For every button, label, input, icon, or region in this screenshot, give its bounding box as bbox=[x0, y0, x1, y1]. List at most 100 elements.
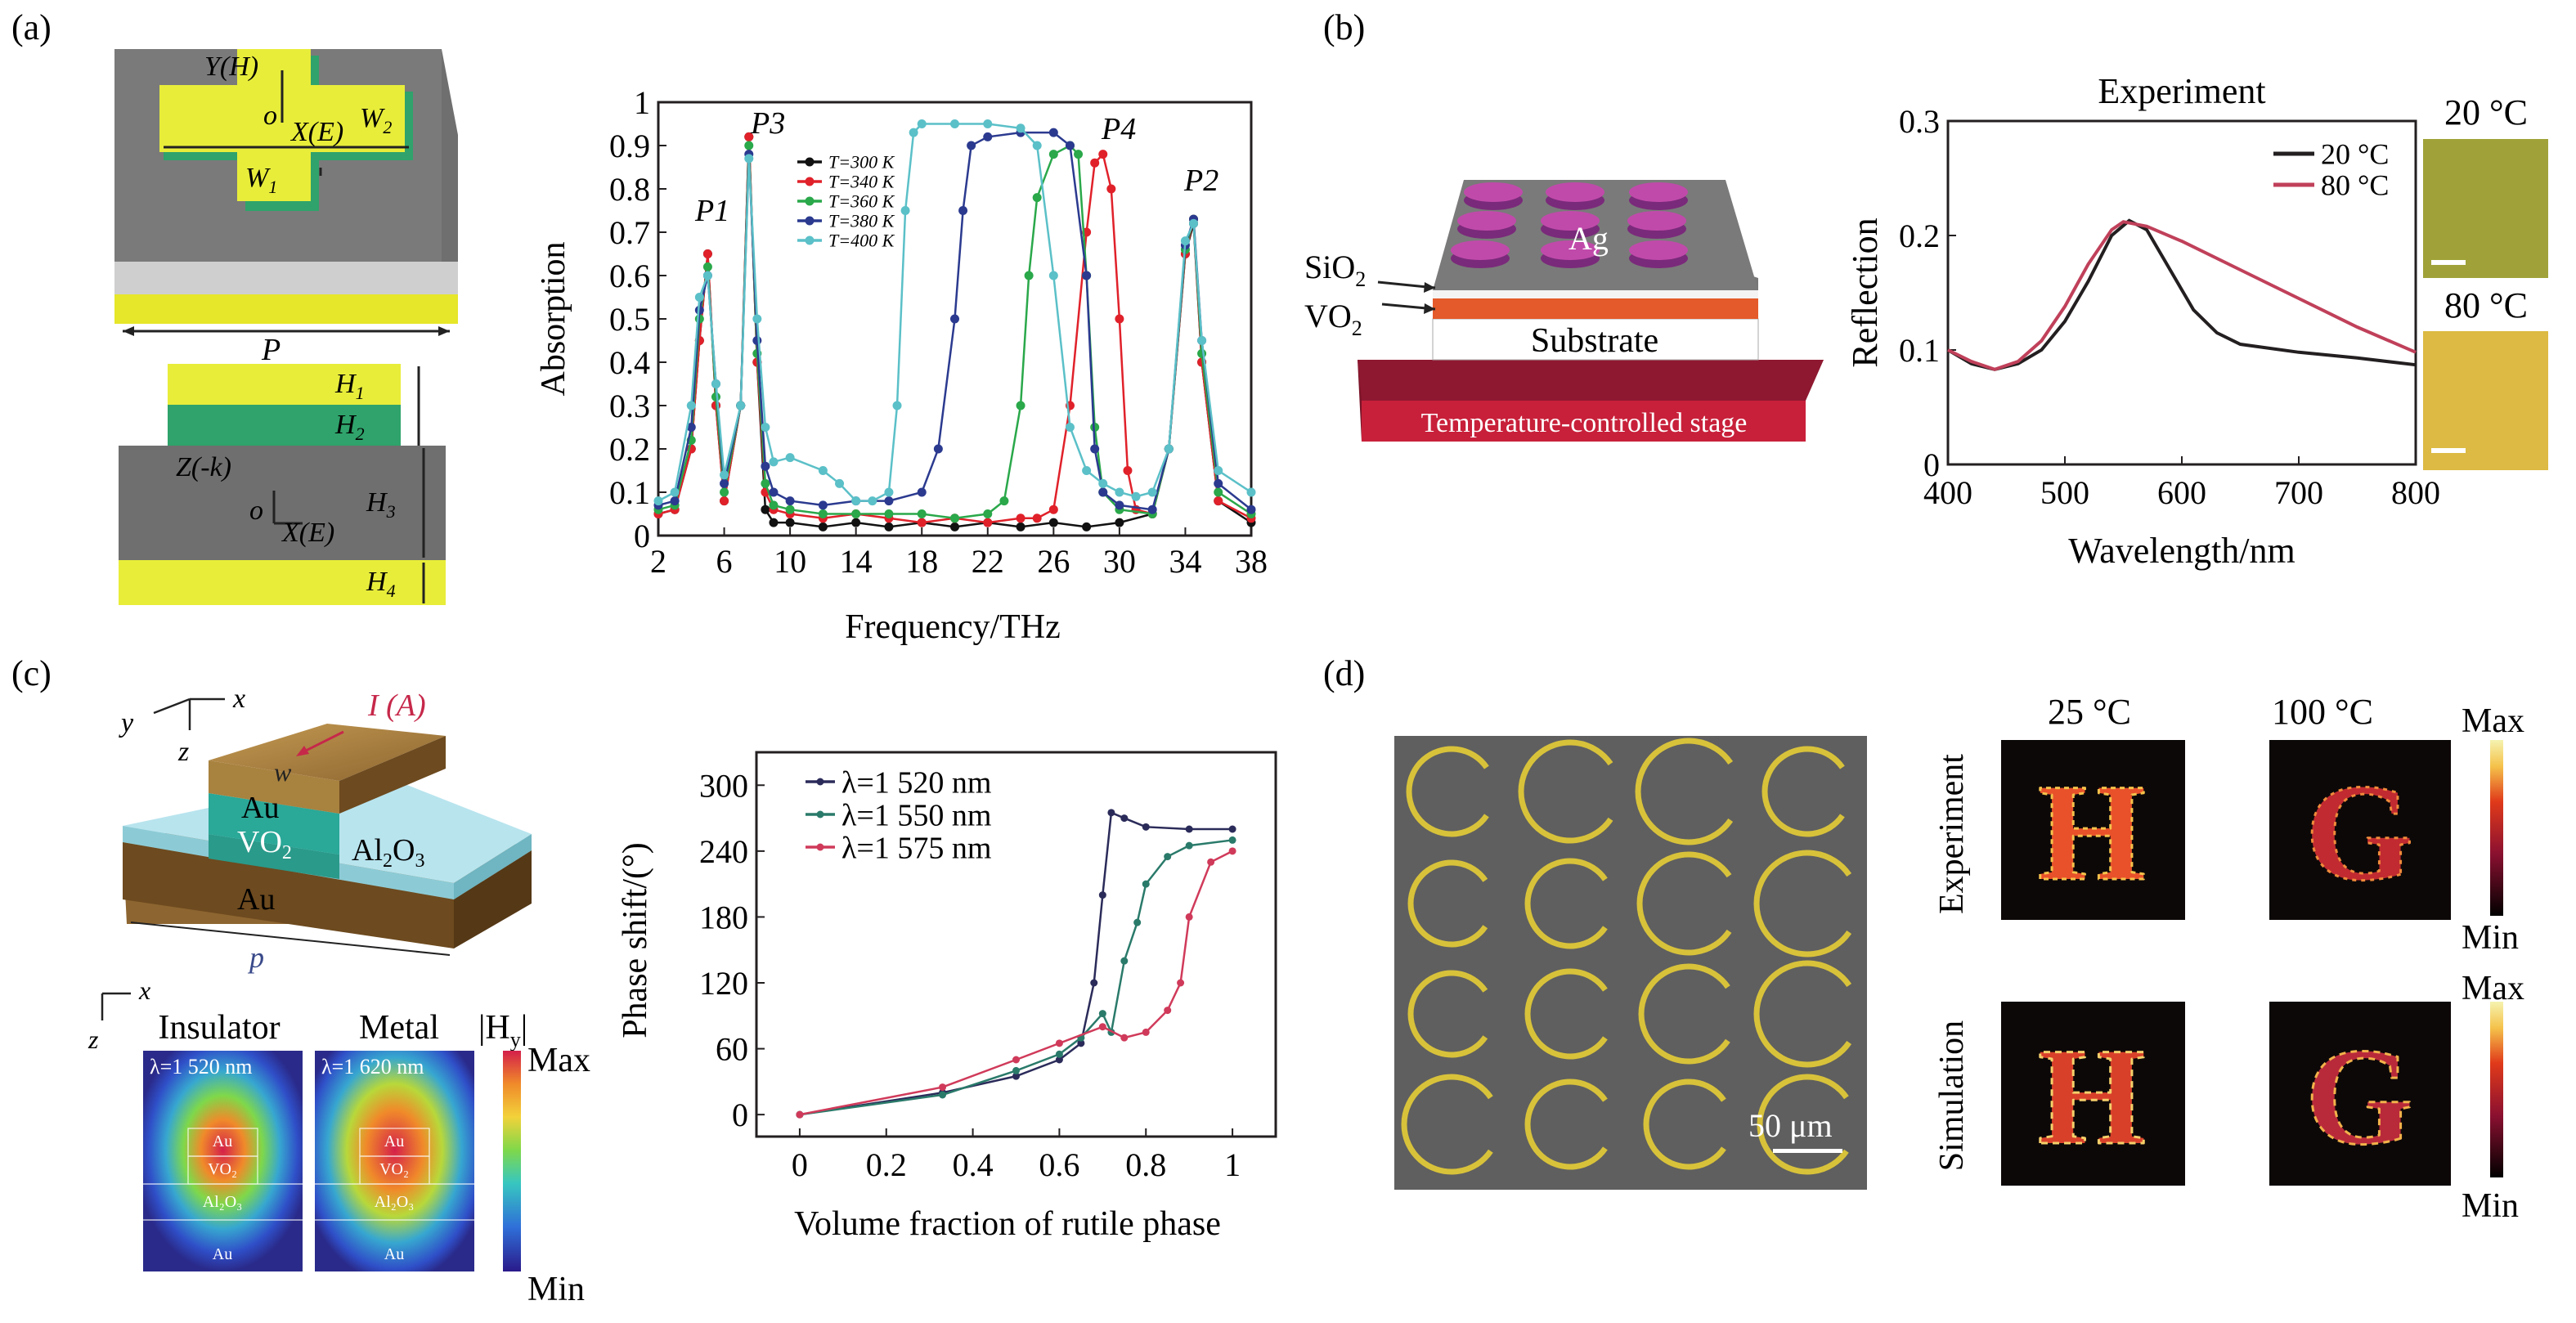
h2-label: H bbox=[334, 410, 357, 440]
map-exp-100c bbox=[2269, 740, 2451, 920]
data-point bbox=[950, 522, 959, 531]
chart-b-ylabel: Reflection bbox=[1845, 218, 1885, 367]
data-point bbox=[653, 496, 663, 506]
ag-pillar bbox=[1627, 211, 1686, 231]
letter-sim-25c: H bbox=[2038, 1020, 2146, 1173]
data-point bbox=[761, 423, 770, 432]
x-tick-label: 26 bbox=[1037, 543, 1070, 580]
split-ring bbox=[1524, 968, 1608, 1060]
panel-label-c: (c) bbox=[11, 653, 52, 693]
data-point bbox=[769, 487, 779, 497]
sio2-sub: 2 bbox=[1355, 267, 1366, 291]
data-point bbox=[796, 1110, 804, 1119]
data-point bbox=[967, 141, 976, 150]
panel-c-schematic bbox=[123, 697, 532, 956]
data-point bbox=[917, 487, 927, 497]
data-point bbox=[1098, 478, 1108, 488]
split-ring bbox=[1407, 859, 1488, 948]
y-tick-label: 180 bbox=[699, 899, 748, 935]
split-ring bbox=[1753, 850, 1852, 957]
hy-sub: y bbox=[510, 1028, 521, 1052]
x-tick-label: 700 bbox=[2274, 474, 2323, 511]
axis-x-c: x bbox=[232, 684, 245, 714]
data-point bbox=[818, 500, 828, 510]
row-label-experiment: Experiment bbox=[1933, 754, 1971, 914]
col-label-25c: 25 °C bbox=[2048, 692, 2131, 732]
data-point bbox=[1164, 1007, 1172, 1015]
data-point bbox=[1016, 514, 1025, 523]
data-point bbox=[1228, 836, 1236, 844]
w1-label: W bbox=[245, 163, 271, 193]
series-line bbox=[1947, 220, 2417, 371]
svg-text:VO2: VO2 bbox=[1304, 298, 1362, 340]
panel-label-d: (d) bbox=[1323, 653, 1365, 693]
ag-pillar bbox=[1451, 240, 1510, 260]
field-axis-x: x bbox=[138, 975, 150, 1005]
peak-label-p1: P1 bbox=[694, 194, 729, 228]
data-point bbox=[752, 336, 762, 345]
x-tick-label: 6 bbox=[716, 543, 733, 580]
axis-origin2-label: o bbox=[249, 496, 263, 526]
field-layer-al2o3: Al₂O₃ bbox=[203, 1193, 242, 1211]
y-tick-label: 0 bbox=[732, 1097, 748, 1133]
data-point bbox=[1048, 150, 1058, 159]
data-point bbox=[884, 522, 894, 531]
image-label-80c: 80 °C bbox=[2444, 285, 2528, 325]
data-point bbox=[983, 509, 993, 518]
panel-a-schematic bbox=[114, 49, 458, 605]
h3-sub: 3 bbox=[386, 501, 396, 522]
panel-b-micrographs: 20 °C 80 °C bbox=[2423, 92, 2548, 470]
panel-d-ring-array: 50 μm bbox=[1394, 736, 1867, 1190]
data-point bbox=[1133, 918, 1142, 926]
al2o3-sub1: 2 bbox=[383, 850, 393, 872]
data-point bbox=[851, 518, 861, 527]
data-point bbox=[702, 271, 712, 280]
data-point bbox=[1120, 814, 1129, 823]
chart-c-ylabel: Phase shift/(°) bbox=[617, 842, 654, 1038]
data-point bbox=[939, 1083, 947, 1092]
data-point bbox=[1012, 1056, 1020, 1064]
chart-a: 2 6 10 14 18 22 26 30 34 3800.10.20.30.40.50.60.7… bbox=[535, 84, 1268, 646]
legend-label: T=300 K bbox=[828, 152, 895, 173]
x-tick-label: 600 bbox=[2157, 474, 2206, 511]
legend-marker bbox=[805, 235, 815, 245]
data-point bbox=[1016, 522, 1025, 531]
y-tick-label: 0.3 bbox=[609, 388, 650, 424]
svg-text:VO2: VO2 bbox=[237, 825, 292, 863]
field-layer-au-bottom: Au bbox=[213, 1245, 232, 1263]
al2o3-sub2: 3 bbox=[415, 850, 424, 872]
x-tick-label: 1 bbox=[1224, 1146, 1241, 1183]
data-point bbox=[884, 509, 894, 518]
vo2-sub: 2 bbox=[1352, 316, 1362, 340]
data-point bbox=[1115, 518, 1124, 527]
split-ring bbox=[1407, 970, 1488, 1058]
legend-label: 20 °C bbox=[2321, 138, 2389, 171]
y-tick-label: 120 bbox=[699, 965, 748, 1002]
legend-label: T=380 K bbox=[828, 211, 895, 231]
legend-label: λ=1 575 nm bbox=[841, 831, 991, 865]
data-point bbox=[702, 249, 712, 258]
chart-b-title: Experiment bbox=[2098, 71, 2265, 111]
data-point bbox=[670, 487, 680, 497]
legend-marker bbox=[805, 196, 815, 206]
ag-label: Ag bbox=[1568, 220, 1609, 257]
legend-label: T=340 K bbox=[828, 172, 895, 192]
data-point bbox=[1055, 1050, 1063, 1058]
data-point bbox=[1214, 466, 1223, 475]
ag-pillar bbox=[1464, 182, 1523, 202]
y-tick-label: 0.2 bbox=[609, 431, 650, 468]
y-tick-label: 0.6 bbox=[609, 258, 650, 294]
panel-label-a: (a) bbox=[11, 7, 52, 47]
substrate-label: Substrate bbox=[1531, 322, 1658, 360]
data-point bbox=[1090, 158, 1100, 168]
panel-b-schematic bbox=[1358, 180, 1824, 442]
split-ring bbox=[1406, 746, 1489, 837]
data-point bbox=[686, 401, 696, 410]
svg-text:Au: Au bbox=[384, 1245, 404, 1263]
legend-label: λ=1 520 nm bbox=[841, 765, 991, 800]
w2-label: W bbox=[360, 103, 385, 133]
colorbar-c-max: Max bbox=[527, 1042, 590, 1079]
legend-marker bbox=[816, 810, 824, 818]
data-point bbox=[983, 518, 993, 527]
